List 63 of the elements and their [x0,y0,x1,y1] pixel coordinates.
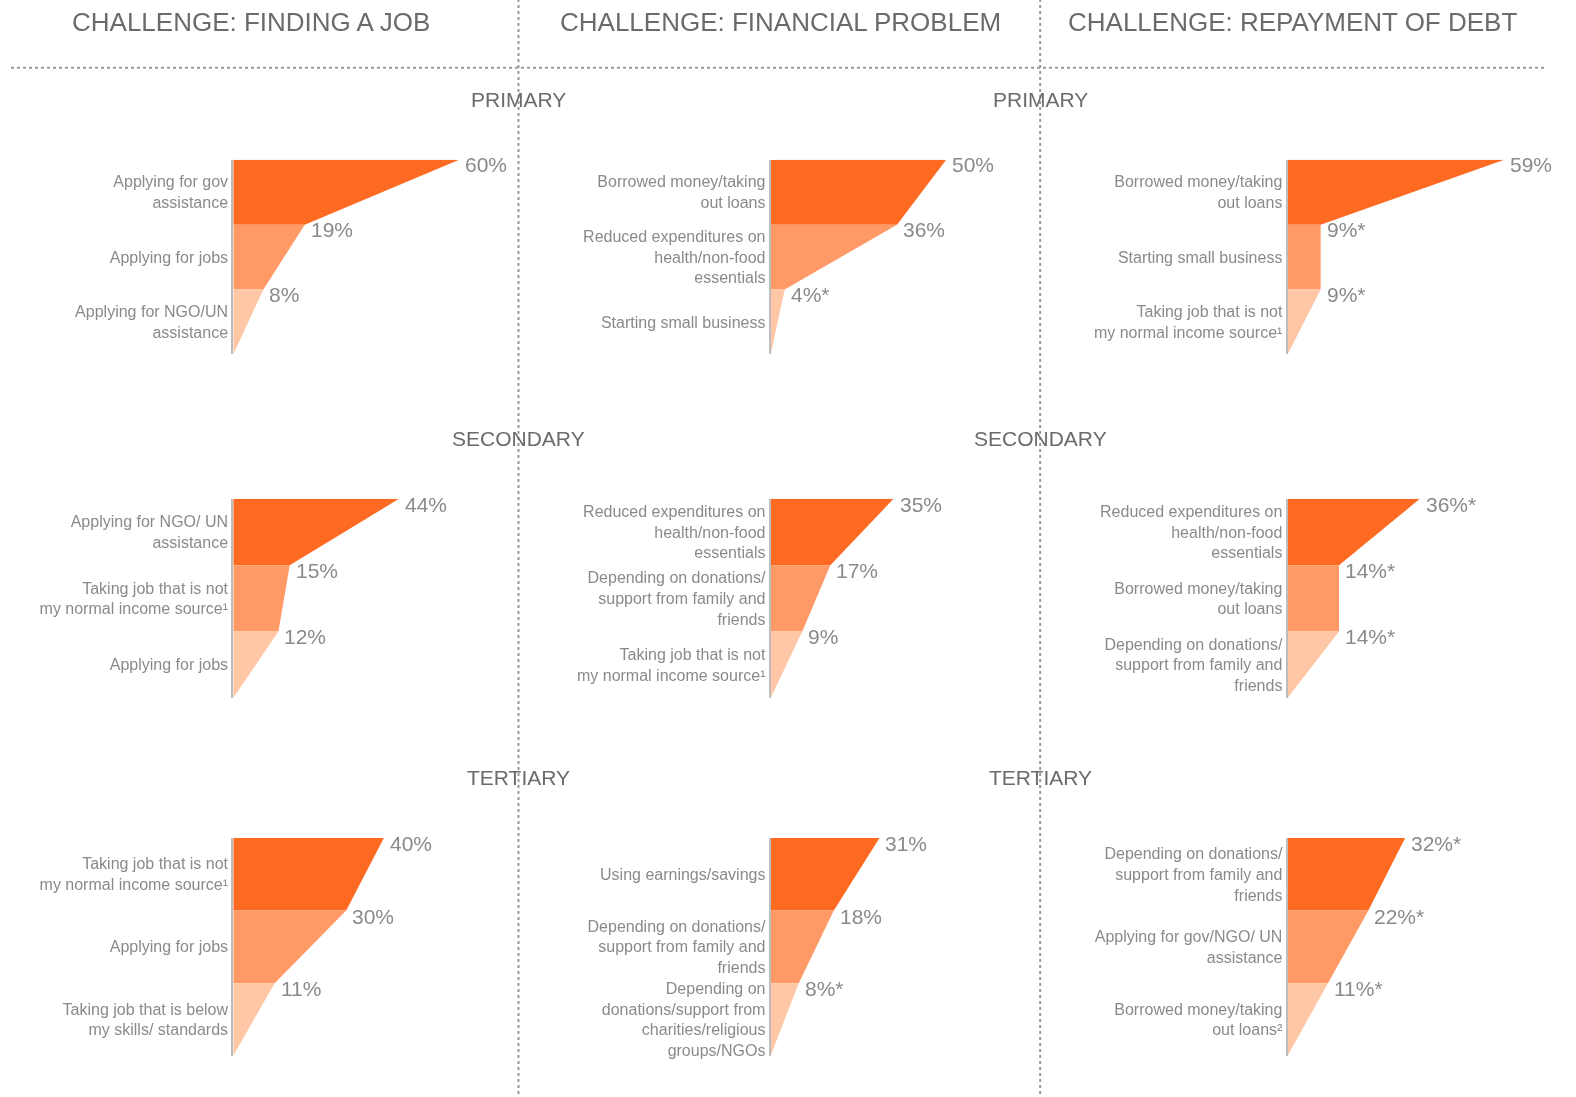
data-label: 11% [281,977,322,1000]
data-label: 59% [1510,153,1553,176]
data-label: 12% [284,625,327,648]
data-label: 17% [836,559,879,582]
data-label: 32%* [1411,832,1462,855]
text: SECONDARY [974,427,1107,450]
data-label: 9%* [1327,283,1366,306]
data-label: 60% [465,153,508,176]
category-label: Borrowed money/taking out loans [1114,173,1283,212]
category-label: Applying for gov/NGO/ UN assistance [1094,928,1283,966]
text: PRIMARY [471,88,567,111]
category-label: Applying for jobs [109,248,229,266]
category-label: Depending on donations/ support from family and friends [1104,635,1283,695]
category-label: Taking job that is below my skills/ standards [62,1000,229,1039]
category-label: Borrowed money/taking out loans [1114,579,1283,618]
text: CHALLENGE: REPAYMENT OF DEBT [1068,7,1518,37]
data-label: 4%* [791,283,830,306]
text: PRIMARY [993,88,1089,111]
category-label: Taking job that is not my normal income source¹ [1093,303,1283,341]
category-label: Using earnings/savings [600,865,766,883]
category-label: Reduced expenditures on health/non-food essentials [583,502,766,562]
text: CHALLENGE: FINDING A JOB [72,7,431,37]
data-label: 31% [885,832,928,855]
data-label: 44% [405,493,448,516]
category-label: Applying for jobs [109,656,229,674]
data-label: 19% [311,218,354,241]
data-label: 14%* [1345,559,1396,582]
category-label: Borrowed money/taking out loans [597,173,766,212]
data-label: 50% [952,153,995,176]
data-label: 14%* [1345,625,1396,648]
data-label: 40% [390,832,433,855]
text: SECONDARY [452,427,585,450]
category-label: Applying for NGO/UN assistance [75,303,229,341]
data-label: 30% [352,905,395,928]
data-label: 15% [296,559,339,582]
category-label: Starting small business [1117,248,1283,266]
category-label: Applying for jobs [109,938,229,956]
data-label: 8%* [805,977,844,1000]
category-label: Applying for NGO/ UN assistance [70,513,229,552]
data-label: 36% [903,218,946,241]
data-label: 8% [269,283,300,306]
data-label: 9% [808,625,839,648]
category-label: Depending on donations/ support from family and friends [587,917,767,977]
category-label: Depending on donations/ support from family and friends [1104,845,1283,904]
category-label: Depending on donations/support from charities/religious groups/NGOs [601,979,766,1060]
category-label: Applying for gov assistance [113,173,229,212]
category-label: Depending on donations/ support from family and friends [587,569,767,628]
category-label: Reduced expenditures on health/non-food essentials [583,227,766,287]
text: TERTIARY [467,766,571,789]
category-label: Taking job that is not my normal income source¹ [39,579,229,618]
data-label: 35% [900,493,943,516]
data-label: 36%* [1426,493,1477,516]
text: TERTIARY [989,766,1093,789]
category-label: Reduced expenditures on health/non-food essentials [1100,502,1283,562]
text: CHALLENGE: FINANCIAL PROBLEM [560,7,1002,37]
category-label: Taking job that is not my normal income source¹ [576,645,767,684]
category-label: Starting small business [600,313,766,331]
data-label: 11%* [1334,977,1383,1000]
data-label: 18% [840,905,883,928]
category-label: Borrowed money/taking out loans² [1114,1000,1284,1039]
category-label: Taking job that is not my normal income source¹ [39,855,229,894]
data-label: 9%* [1327,218,1366,241]
data-label: 22%* [1374,905,1425,928]
